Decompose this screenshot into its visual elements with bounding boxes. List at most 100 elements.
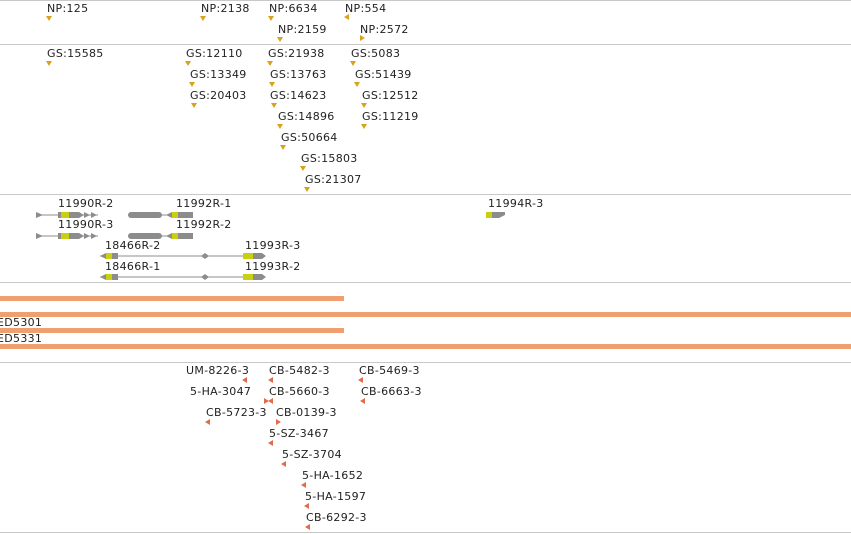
gs-feature-label[interactable]: GS:5083 xyxy=(351,47,401,60)
gs-marker-icon[interactable] xyxy=(46,61,52,66)
gs-marker-icon[interactable] xyxy=(277,124,283,129)
clone-label[interactable]: 5-HA-1597 xyxy=(305,490,367,503)
gs-marker-icon[interactable] xyxy=(300,166,306,171)
gs-marker-icon[interactable] xyxy=(354,82,360,87)
np-feature-label[interactable]: NP:2138 xyxy=(201,2,250,15)
clone-marker-icon[interactable] xyxy=(281,461,286,467)
gs-marker-icon[interactable] xyxy=(361,124,367,129)
gene-model-18466R-1[interactable] xyxy=(100,274,265,280)
gene-label[interactable]: 11993R-2 xyxy=(245,260,301,273)
gene-label[interactable]: 11990R-3 xyxy=(58,218,114,231)
gs-feature-label[interactable]: GS:50664 xyxy=(281,131,338,144)
np-feature-label[interactable]: NP:554 xyxy=(345,2,387,15)
gene-model-11993R-3[interactable] xyxy=(243,253,266,259)
gene-label[interactable]: 18466R-2 xyxy=(105,239,161,252)
clone-marker-icon[interactable] xyxy=(268,377,273,383)
clone-marker-icon[interactable] xyxy=(276,419,281,425)
clone-label[interactable]: 5-HA-1652 xyxy=(302,469,364,482)
gene-label[interactable]: 11992R-2 xyxy=(176,218,232,231)
gs-feature-label[interactable]: GS:15803 xyxy=(301,152,358,165)
np-feature-label[interactable]: NP:125 xyxy=(47,2,89,15)
gs-feature-label[interactable]: GS:14896 xyxy=(278,110,335,123)
clone-marker-icon[interactable] xyxy=(268,440,273,446)
np-marker-icon[interactable] xyxy=(344,14,349,20)
gs-marker-icon[interactable] xyxy=(189,82,195,87)
gene-model-11990R-2[interactable] xyxy=(36,212,98,218)
gs-feature-label[interactable]: GS:12110 xyxy=(186,47,243,60)
clone-label[interactable]: CB-5660-3 xyxy=(269,385,330,398)
deletion-bar[interactable] xyxy=(0,296,344,301)
clone-label[interactable]: UM-8226-3 xyxy=(186,364,250,377)
deletion-label[interactable]: ED5301 xyxy=(0,316,43,329)
np-marker-icon[interactable] xyxy=(277,37,283,42)
clone-marker-icon[interactable] xyxy=(358,377,363,383)
gs-feature-label[interactable]: GS:20403 xyxy=(190,89,247,102)
deletion-bar[interactable] xyxy=(0,312,851,317)
gene-models xyxy=(36,212,505,280)
track-divider xyxy=(0,44,851,45)
gene-model-11993R-2[interactable] xyxy=(243,274,266,280)
gs-feature-label[interactable]: GS:21307 xyxy=(305,173,362,186)
gene-model-11990R-3[interactable] xyxy=(36,233,98,239)
np-feature-label[interactable]: NP:6634 xyxy=(269,2,318,15)
clone-marker-icon[interactable] xyxy=(304,503,309,509)
clone-label[interactable]: 5-SZ-3704 xyxy=(282,448,342,461)
deletion-bar[interactable] xyxy=(0,344,851,349)
gs-feature-label[interactable]: GS:14623 xyxy=(270,89,327,102)
gs-feature-label[interactable]: GS:15585 xyxy=(47,47,104,60)
track-divider xyxy=(0,282,851,283)
gs-feature-label[interactable]: GS:13763 xyxy=(270,68,327,81)
deletion-bar[interactable] xyxy=(0,328,344,333)
track-divider xyxy=(0,362,851,363)
gs-feature-label[interactable]: GS:51439 xyxy=(355,68,412,81)
gene-model-11992R-2[interactable] xyxy=(128,233,193,239)
gs-marker-icon[interactable] xyxy=(280,145,286,150)
track-divider xyxy=(0,194,851,195)
clone-label[interactable]: 5-HA-3047 xyxy=(190,385,252,398)
gene-label[interactable]: 11994R-3 xyxy=(488,197,544,210)
gs-marker-icon[interactable] xyxy=(191,103,197,108)
gs-marker-icon[interactable] xyxy=(361,103,367,108)
np-marker-icon[interactable] xyxy=(268,16,274,21)
np-marker-icon[interactable] xyxy=(360,35,365,41)
gs-marker-icon[interactable] xyxy=(267,61,273,66)
clone-marker-icon[interactable] xyxy=(242,377,247,383)
clone-marker-icon[interactable] xyxy=(264,398,269,404)
gs-feature-label[interactable]: GS:12512 xyxy=(362,89,419,102)
deletion-label[interactable]: ED5331 xyxy=(0,332,43,345)
clone-label[interactable]: 5-SZ-3467 xyxy=(269,427,329,440)
clone-marker-icon[interactable] xyxy=(305,524,310,530)
np-marker-icon[interactable] xyxy=(200,16,206,21)
track-divider xyxy=(0,0,851,1)
track-divider xyxy=(0,532,851,533)
clone-label[interactable]: CB-6292-3 xyxy=(306,511,367,524)
gs-feature-label[interactable]: GS:11219 xyxy=(362,110,419,123)
gs-marker-icon[interactable] xyxy=(350,61,356,66)
gs-marker-icon[interactable] xyxy=(269,82,275,87)
gene-label[interactable]: 11992R-1 xyxy=(176,197,232,210)
clone-label[interactable]: CB-0139-3 xyxy=(276,406,337,419)
clone-marker-icon[interactable] xyxy=(301,482,306,488)
gene-label[interactable]: 11990R-2 xyxy=(58,197,114,210)
clone-marker-icon[interactable] xyxy=(360,398,365,404)
clone-label[interactable]: CB-5469-3 xyxy=(359,364,420,377)
np-marker-icon[interactable] xyxy=(46,16,52,21)
gs-feature-label[interactable]: GS:13349 xyxy=(190,68,247,81)
gene-label[interactable]: 11993R-3 xyxy=(245,239,301,252)
gene-model-11992R-1[interactable] xyxy=(128,212,193,218)
gs-marker-icon[interactable] xyxy=(304,187,310,192)
gene-label[interactable]: 18466R-1 xyxy=(105,260,161,273)
clone-marker-icon[interactable] xyxy=(205,419,210,425)
gene-model-11994R-3[interactable] xyxy=(486,212,505,218)
np-feature-label[interactable]: NP:2159 xyxy=(278,23,327,36)
gene-model-18466R-2[interactable] xyxy=(100,253,265,259)
gs-feature-label[interactable]: GS:21938 xyxy=(268,47,325,60)
gs-marker-icon[interactable] xyxy=(185,61,191,66)
clone-label[interactable]: CB-5723-3 xyxy=(206,406,267,419)
gs-marker-icon[interactable] xyxy=(271,103,277,108)
clone-label[interactable]: CB-5482-3 xyxy=(269,364,330,377)
np-feature-label[interactable]: NP:2572 xyxy=(360,23,409,36)
clone-marker-icon[interactable] xyxy=(268,398,273,404)
clone-label[interactable]: CB-6663-3 xyxy=(361,385,422,398)
